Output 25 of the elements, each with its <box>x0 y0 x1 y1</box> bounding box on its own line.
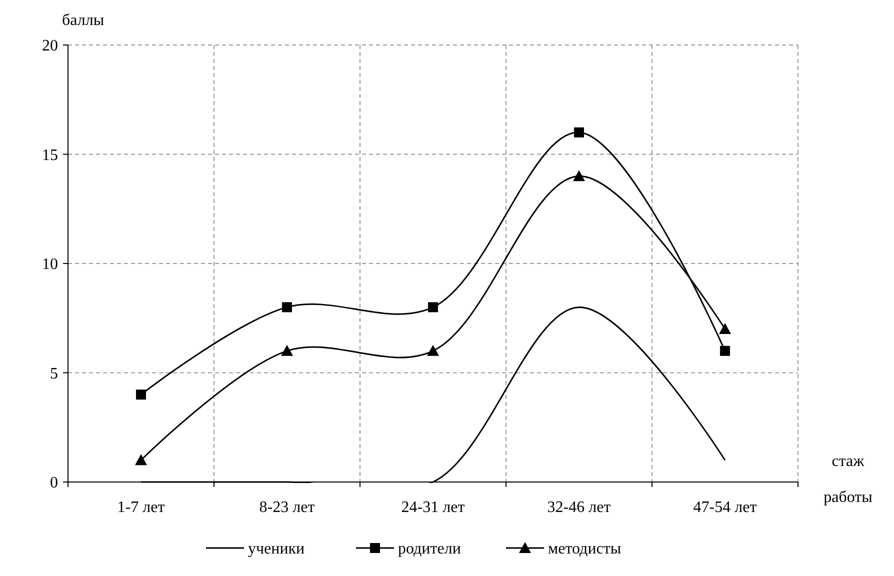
x-tick-label: 32-46 лет <box>547 499 611 516</box>
x-tick-label: 8-23 лет <box>259 499 315 516</box>
point <box>136 390 146 400</box>
point <box>428 302 438 312</box>
y-tick-label: 15 <box>42 146 58 164</box>
point <box>281 344 293 356</box>
x-tick-label: 1-7 лет <box>117 499 165 516</box>
y-axis-title: баллы <box>62 12 104 29</box>
point <box>427 344 439 356</box>
legend-label: методисты <box>548 540 622 558</box>
y-tick-label: 10 <box>42 256 58 274</box>
x-axis-title: стаж работы <box>824 453 873 506</box>
point <box>135 454 147 466</box>
y-tick-label: 0 <box>50 474 58 492</box>
x-tick-label: 47-54 лет <box>693 499 757 516</box>
point <box>282 302 292 312</box>
legend-label: ученики <box>248 540 306 558</box>
x-tick-label: 24-31 лет <box>401 499 465 516</box>
point <box>573 170 585 182</box>
y-tick-label: 5 <box>50 365 58 382</box>
legend-label: родители <box>398 540 462 558</box>
point <box>574 127 584 138</box>
point <box>720 346 730 356</box>
point <box>719 323 731 334</box>
y-tick-label: 20 <box>42 38 58 55</box>
